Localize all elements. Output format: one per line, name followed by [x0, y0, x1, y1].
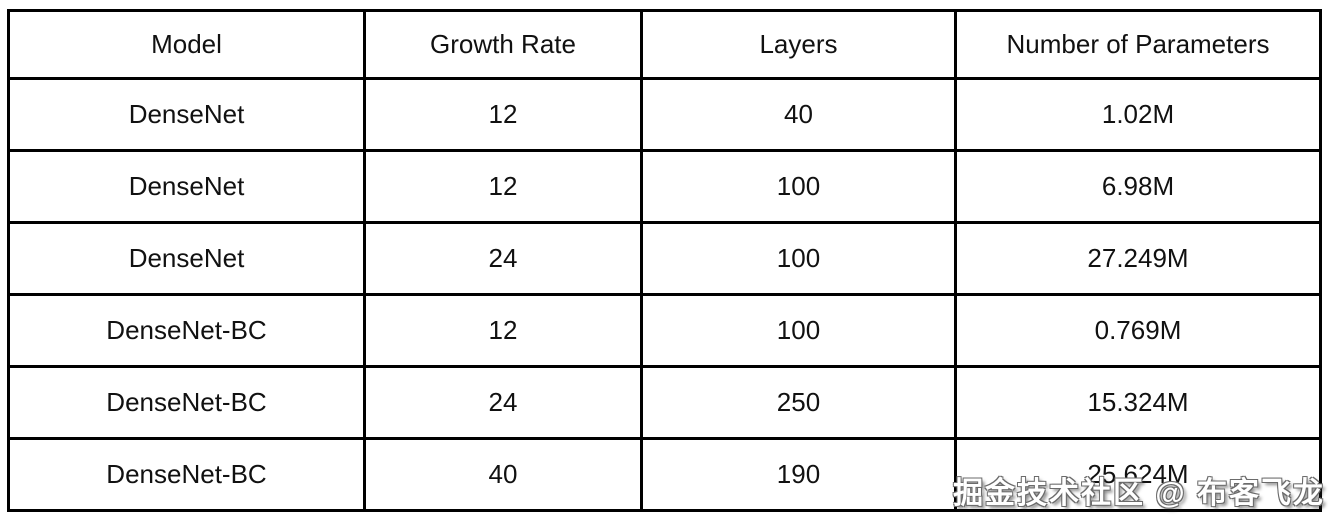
cell-growth-rate: 24 [363, 365, 643, 440]
table-row: DenseNet-BC 40 190 25.624M [7, 437, 1322, 512]
cell-growth-rate: 24 [363, 221, 643, 296]
cell-model: DenseNet [7, 221, 366, 296]
cell-layers: 100 [640, 149, 957, 224]
column-header-model: Model [7, 9, 366, 80]
cell-growth-rate: 12 [363, 149, 643, 224]
column-header-layers: Layers [640, 9, 957, 80]
cell-model: DenseNet-BC [7, 365, 366, 440]
cell-parameters: 0.769M [954, 293, 1322, 368]
cell-model: DenseNet [7, 149, 366, 224]
cell-layers: 190 [640, 437, 957, 512]
cell-layers: 100 [640, 293, 957, 368]
cell-parameters: 25.624M [954, 437, 1322, 512]
column-header-growth-rate: Growth Rate [363, 9, 643, 80]
cell-model: DenseNet [7, 77, 366, 152]
cell-layers: 250 [640, 365, 957, 440]
cell-parameters: 6.98M [954, 149, 1322, 224]
densenet-parameters-table: Model Growth Rate Layers Number of Param… [7, 9, 1322, 512]
table-header-row: Model Growth Rate Layers Number of Param… [7, 9, 1322, 80]
cell-growth-rate: 12 [363, 77, 643, 152]
cell-growth-rate: 40 [363, 437, 643, 512]
cell-layers: 100 [640, 221, 957, 296]
cell-layers: 40 [640, 77, 957, 152]
table-row: DenseNet 12 100 6.98M [7, 149, 1322, 224]
table-row: DenseNet-BC 24 250 15.324M [7, 365, 1322, 440]
cell-parameters: 15.324M [954, 365, 1322, 440]
cell-model: DenseNet-BC [7, 437, 366, 512]
cell-growth-rate: 12 [363, 293, 643, 368]
cell-parameters: 27.249M [954, 221, 1322, 296]
cell-model: DenseNet-BC [7, 293, 366, 368]
table-row: DenseNet 24 100 27.249M [7, 221, 1322, 296]
table-row: DenseNet 12 40 1.02M [7, 77, 1322, 152]
cell-parameters: 1.02M [954, 77, 1322, 152]
table-row: DenseNet-BC 12 100 0.769M [7, 293, 1322, 368]
column-header-parameters: Number of Parameters [954, 9, 1322, 80]
